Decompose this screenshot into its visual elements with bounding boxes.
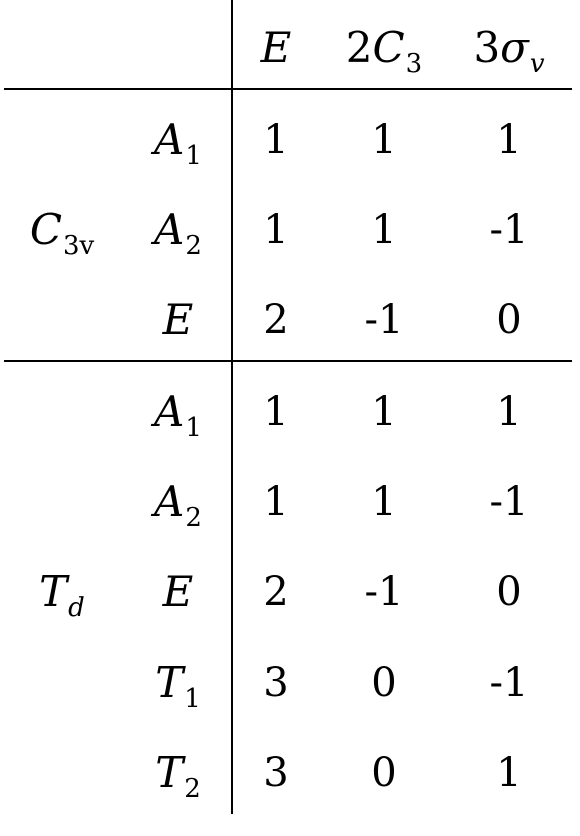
table-cell: 2 (263, 569, 289, 615)
table-cell: 1 (496, 117, 522, 163)
row-label-a1: A1 (154, 387, 202, 443)
row-label-a1: A1 (154, 115, 202, 171)
table-cell: 1 (263, 479, 289, 525)
table-cell: 3 (263, 660, 289, 706)
table-cell: 1 (371, 207, 397, 253)
group-separator-rule (4, 360, 572, 362)
table-cell: 2 (263, 297, 289, 343)
table-cell: 1 (263, 207, 289, 253)
row-label-a2: A2 (154, 477, 202, 533)
table-cell: 1 (371, 117, 397, 163)
header-rule (4, 88, 572, 90)
row-label-t2: T2 (155, 748, 201, 804)
table-cell: 1 (496, 389, 522, 435)
row-label-t1: T1 (155, 658, 201, 714)
table-cell: -1 (489, 479, 529, 525)
table-cell: -1 (364, 569, 404, 615)
row-label-a2: A2 (154, 205, 202, 261)
label-column-rule (231, 0, 233, 814)
table-cell: 0 (371, 660, 397, 706)
table-cell: 3 (263, 750, 289, 796)
table-cell: 1 (371, 479, 397, 525)
table-cell: -1 (489, 207, 529, 253)
column-header-2c3: 2C3 (345, 23, 423, 79)
table-cell: 1 (496, 750, 522, 796)
table-cell: 1 (371, 389, 397, 435)
row-label-e: E (162, 295, 194, 344)
group-name-td: Td (39, 567, 85, 623)
table-cell: 0 (496, 569, 522, 615)
table-cell: 0 (371, 750, 397, 796)
table-cell: 1 (263, 389, 289, 435)
table-cell: 1 (263, 117, 289, 163)
table-cell: -1 (364, 297, 404, 343)
row-label-e: E (162, 567, 194, 616)
group-name-c3v: C3v (29, 205, 95, 261)
table-cell: -1 (489, 660, 529, 706)
column-header-3sigma-v: 3σv (473, 23, 545, 79)
column-header-e: E (260, 23, 292, 72)
table-cell: 0 (496, 297, 522, 343)
